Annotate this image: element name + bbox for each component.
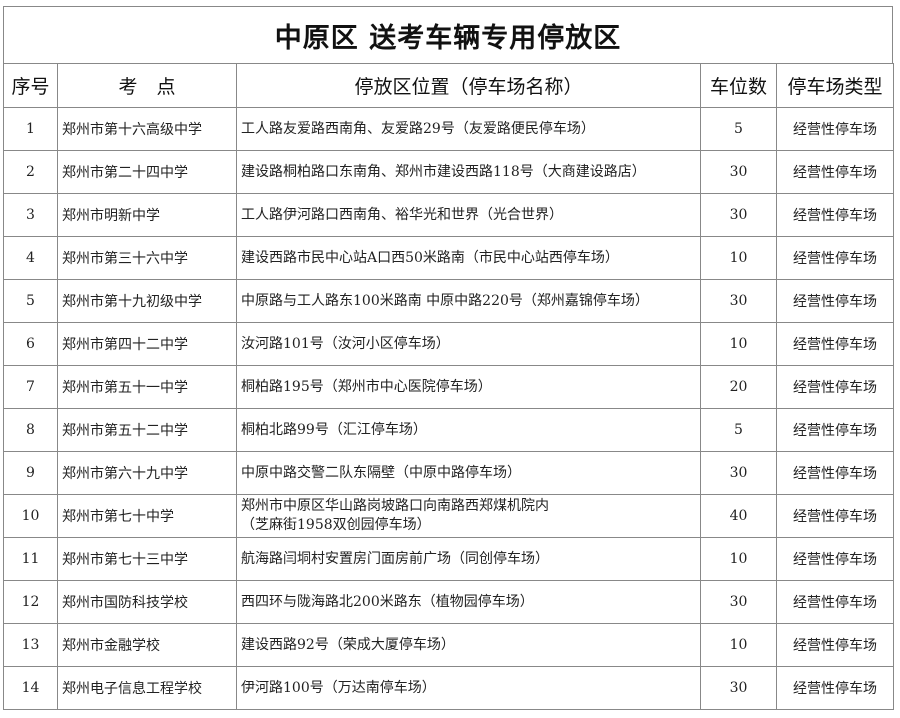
location-cell: 桐柏路195号（郑州市中心医院停车场） bbox=[236, 365, 701, 409]
school-cell: 郑州市第五十二中学 bbox=[57, 408, 237, 452]
type-cell: 经营性停车场 bbox=[776, 365, 894, 409]
table-row: 11 郑州市第七十三中学 航海路闫垌村安置房门面房前广场（同创停车场） 10 经营性停车… bbox=[3, 537, 894, 581]
location-cell: 郑州市中原区华山路岗坡路口向南路西郑煤机院内 （芝麻街1958双创园停车场） bbox=[236, 494, 701, 538]
spaces-cell: 30 bbox=[700, 666, 777, 710]
table-row: 5 郑州市第十九初级中学 中原路与工人路东100米路南 中原中路220号（郑州嘉锦停… bbox=[3, 279, 894, 323]
type-cell: 经营性停车场 bbox=[776, 193, 894, 237]
school-cell: 郑州市国防科技学校 bbox=[57, 580, 237, 624]
location-cell: 伊河路100号（万达南停车场） bbox=[236, 666, 701, 710]
seq-cell: 3 bbox=[3, 193, 58, 237]
school-cell: 郑州市第三十六中学 bbox=[57, 236, 237, 280]
table-row: 13 郑州市金融学校 建设西路92号（荣成大厦停车场） 10 经营性停车场 bbox=[3, 623, 894, 667]
location-cell: 建设路桐柏路口东南角、郑州市建设西路118号（大商建设路店） bbox=[236, 150, 701, 194]
table-row: 7 郑州市第五十一中学 桐柏路195号（郑州市中心医院停车场） 20 经营性停车场 bbox=[3, 365, 894, 409]
spaces-cell: 5 bbox=[700, 408, 777, 452]
school-cell: 郑州市第十六高级中学 bbox=[57, 107, 237, 151]
seq-cell: 11 bbox=[3, 537, 58, 581]
header-seq: 序号 bbox=[3, 63, 58, 108]
location-cell: 航海路闫垌村安置房门面房前广场（同创停车场） bbox=[236, 537, 701, 581]
table-row: 2 郑州市第二十四中学 建设路桐柏路口东南角、郑州市建设西路118号（大商建设路店）… bbox=[3, 150, 894, 194]
spaces-cell: 10 bbox=[700, 236, 777, 280]
spaces-cell: 10 bbox=[700, 623, 777, 667]
spaces-cell: 30 bbox=[700, 150, 777, 194]
seq-cell: 9 bbox=[3, 451, 58, 495]
location-line: 郑州市中原区华山路岗坡路口向南路西郑煤机院内 bbox=[241, 498, 549, 514]
type-cell: 经营性停车场 bbox=[776, 279, 894, 323]
type-cell: 经营性停车场 bbox=[776, 408, 894, 452]
school-cell: 郑州市第七十中学 bbox=[57, 494, 237, 538]
school-cell: 郑州市金融学校 bbox=[57, 623, 237, 667]
location-cell: 西四环与陇海路北200米路东（植物园停车场） bbox=[236, 580, 701, 624]
table-row: 9 郑州市第六十九中学 中原中路交警二队东隔壁（中原中路停车场） 30 经营性停车场 bbox=[3, 451, 894, 495]
table-row: 6 郑州市第四十二中学 汝河路101号（汝河小区停车场） 10 经营性停车场 bbox=[3, 322, 894, 366]
parking-table-document: 中原区 送考车辆专用停放区 序号 考 点 停放区位置（停车场名称） 车位数 停车… bbox=[3, 6, 894, 710]
type-cell: 经营性停车场 bbox=[776, 537, 894, 581]
school-cell: 郑州市第十九初级中学 bbox=[57, 279, 237, 323]
location-cell: 建设西路市民中心站A口西50米路南（市民中心站西停车场） bbox=[236, 236, 701, 280]
location-cell: 汝河路101号（汝河小区停车场） bbox=[236, 322, 701, 366]
seq-cell: 14 bbox=[3, 666, 58, 710]
page-title: 中原区 送考车辆专用停放区 bbox=[3, 6, 893, 63]
school-cell: 郑州市第二十四中学 bbox=[57, 150, 237, 194]
type-cell: 经营性停车场 bbox=[776, 322, 894, 366]
table-row: 1 郑州市第十六高级中学 工人路友爱路西南角、友爱路29号（友爱路便民停车场） 5 经营… bbox=[3, 107, 894, 151]
location-cell: 桐柏北路99号（汇江停车场） bbox=[236, 408, 701, 452]
header-spaces: 车位数 bbox=[700, 63, 777, 108]
seq-cell: 5 bbox=[3, 279, 58, 323]
parking-table: 序号 考 点 停放区位置（停车场名称） 车位数 停车场类型 1 郑州市第十六高级中… bbox=[3, 63, 894, 710]
type-cell: 经营性停车场 bbox=[776, 580, 894, 624]
spaces-cell: 30 bbox=[700, 279, 777, 323]
spaces-cell: 30 bbox=[700, 580, 777, 624]
type-cell: 经营性停车场 bbox=[776, 623, 894, 667]
spaces-cell: 20 bbox=[700, 365, 777, 409]
location-cell: 中原中路交警二队东隔壁（中原中路停车场） bbox=[236, 451, 701, 495]
seq-cell: 4 bbox=[3, 236, 58, 280]
school-cell: 郑州市第五十一中学 bbox=[57, 365, 237, 409]
table-header-row: 序号 考 点 停放区位置（停车场名称） 车位数 停车场类型 bbox=[3, 63, 894, 108]
seq-cell: 13 bbox=[3, 623, 58, 667]
school-cell: 郑州市第六十九中学 bbox=[57, 451, 237, 495]
spaces-cell: 30 bbox=[700, 451, 777, 495]
spaces-cell: 5 bbox=[700, 107, 777, 151]
header-location: 停放区位置（停车场名称） bbox=[236, 63, 701, 108]
seq-cell: 12 bbox=[3, 580, 58, 624]
type-cell: 经营性停车场 bbox=[776, 494, 894, 538]
school-cell: 郑州市第四十二中学 bbox=[57, 322, 237, 366]
type-cell: 经营性停车场 bbox=[776, 150, 894, 194]
table-row: 8 郑州市第五十二中学 桐柏北路99号（汇江停车场） 5 经营性停车场 bbox=[3, 408, 894, 452]
seq-cell: 6 bbox=[3, 322, 58, 366]
table-row: 10 郑州市第七十中学 郑州市中原区华山路岗坡路口向南路西郑煤机院内 （芝麻街1958… bbox=[3, 494, 894, 538]
table-row: 3 郑州市明新中学 工人路伊河路口西南角、裕华光和世界（光合世界） 30 经营性停车场 bbox=[3, 193, 894, 237]
table-row: 4 郑州市第三十六中学 建设西路市民中心站A口西50米路南（市民中心站西停车场） 10… bbox=[3, 236, 894, 280]
location-cell: 工人路伊河路口西南角、裕华光和世界（光合世界） bbox=[236, 193, 701, 237]
seq-cell: 8 bbox=[3, 408, 58, 452]
spaces-cell: 30 bbox=[700, 193, 777, 237]
table-row: 12 郑州市国防科技学校 西四环与陇海路北200米路东（植物园停车场） 30 经营性停车… bbox=[3, 580, 894, 624]
location-line: （芝麻街1958双创园停车场） bbox=[241, 517, 431, 533]
seq-cell: 10 bbox=[3, 494, 58, 538]
type-cell: 经营性停车场 bbox=[776, 236, 894, 280]
seq-cell: 2 bbox=[3, 150, 58, 194]
location-cell: 工人路友爱路西南角、友爱路29号（友爱路便民停车场） bbox=[236, 107, 701, 151]
spaces-cell: 40 bbox=[700, 494, 777, 538]
spaces-cell: 10 bbox=[700, 537, 777, 581]
header-type: 停车场类型 bbox=[776, 63, 894, 108]
type-cell: 经营性停车场 bbox=[776, 107, 894, 151]
seq-cell: 1 bbox=[3, 107, 58, 151]
table-row: 14 郑州电子信息工程学校 伊河路100号（万达南停车场） 30 经营性停车场 bbox=[3, 666, 894, 710]
school-cell: 郑州市第七十三中学 bbox=[57, 537, 237, 581]
location-cell: 中原路与工人路东100米路南 中原中路220号（郑州嘉锦停车场） bbox=[236, 279, 701, 323]
type-cell: 经营性停车场 bbox=[776, 451, 894, 495]
type-cell: 经营性停车场 bbox=[776, 666, 894, 710]
spaces-cell: 10 bbox=[700, 322, 777, 366]
location-cell: 建设西路92号（荣成大厦停车场） bbox=[236, 623, 701, 667]
school-cell: 郑州电子信息工程学校 bbox=[57, 666, 237, 710]
seq-cell: 7 bbox=[3, 365, 58, 409]
header-school: 考 点 bbox=[57, 63, 237, 108]
school-cell: 郑州市明新中学 bbox=[57, 193, 237, 237]
